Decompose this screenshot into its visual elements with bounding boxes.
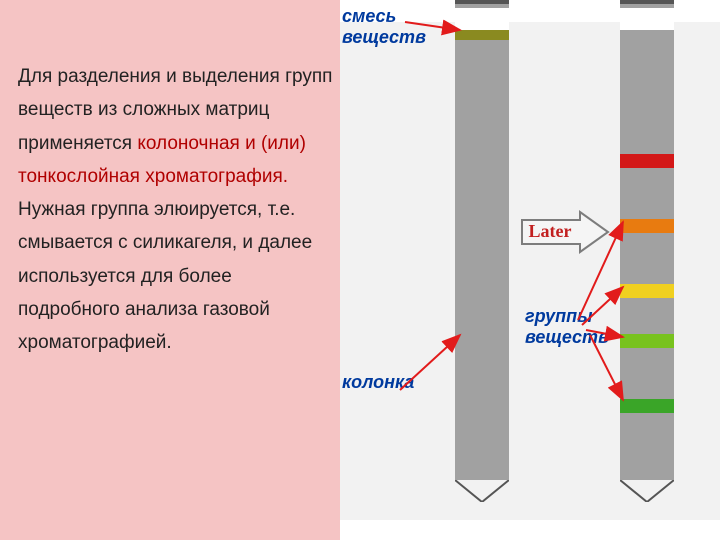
pointer-arrows — [340, 0, 720, 540]
diagram-area: Later смесьвеществ колонка группывеществ — [340, 0, 720, 540]
description-paragraph: Для разделения и выделения групп веществ… — [18, 60, 338, 359]
text-part2: Нужная группа элюируется, т.е. смывается… — [18, 199, 312, 353]
